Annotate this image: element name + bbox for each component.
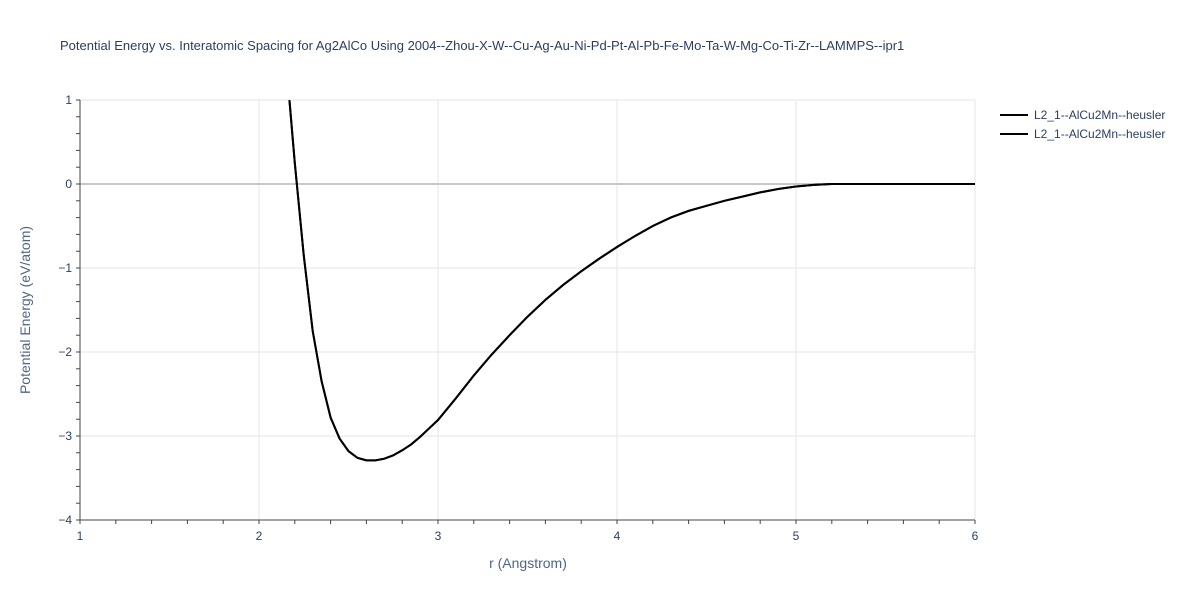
y-axis-title: Potential Energy (eV/atom): [17, 226, 33, 394]
y-tick-label: −2: [58, 345, 72, 359]
x-tick-label: 6: [972, 529, 979, 543]
y-tick-label: −3: [58, 429, 72, 443]
y-tick-label: −1: [58, 261, 72, 275]
chart-title: Potential Energy vs. Interatomic Spacing…: [60, 38, 904, 53]
axes: [76, 99, 976, 524]
x-tick-label: 2: [256, 529, 263, 543]
tick-labels: 1 2 3 4 5 6 1 0 −1 −2 −3 −4: [58, 93, 978, 543]
legend: L2_1--AlCu2Mn--heusler L2_1--AlCu2Mn--heu…: [1000, 108, 1165, 141]
x-tick-label: 5: [793, 529, 800, 543]
x-axis-title: r (Angstrom): [489, 555, 567, 571]
y-tick-label: 1: [65, 93, 72, 107]
plot-series: [288, 100, 975, 462]
y-tick-label: −4: [58, 513, 72, 527]
legend-label-2: L2_1--AlCu2Mn--heusler: [1034, 127, 1165, 141]
series-line-2: [288, 100, 975, 462]
x-tick-label: 1: [77, 529, 84, 543]
x-tick-label: 4: [614, 529, 621, 543]
grid: [80, 99, 976, 520]
legend-label-1: L2_1--AlCu2Mn--heusler: [1034, 108, 1165, 122]
x-tick-label: 3: [435, 529, 442, 543]
y-tick-label: 0: [65, 177, 72, 191]
